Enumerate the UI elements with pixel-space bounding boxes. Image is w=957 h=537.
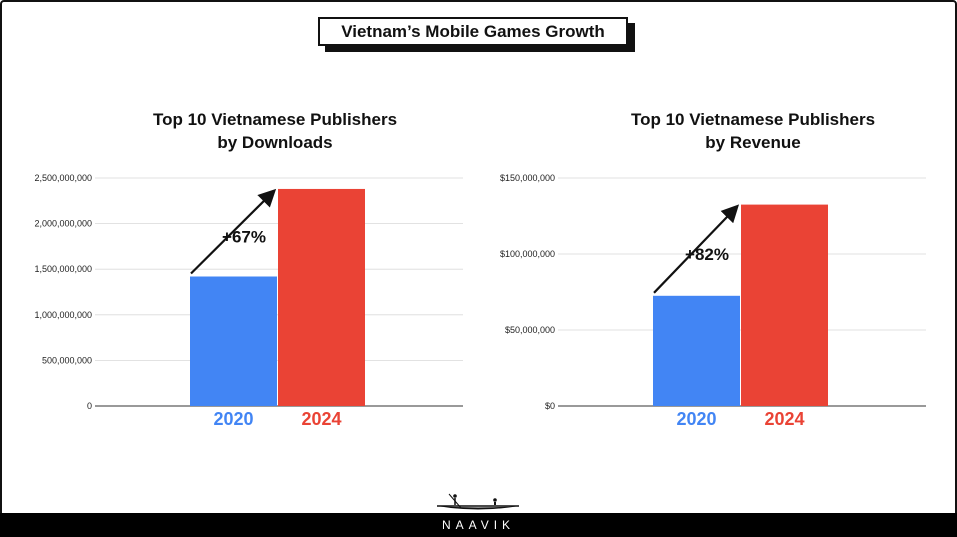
revenue-growth-arrow <box>653 204 740 294</box>
downloads-ytick-label: 1,000,000,000 <box>34 310 92 320</box>
revenue-bar-2020 <box>653 295 740 406</box>
revenue-chart-title-line2: by Revenue <box>705 133 801 152</box>
revenue-ytick-label: $150,000,000 <box>500 173 555 183</box>
downloads-ytick-label: 1,500,000,000 <box>34 264 92 274</box>
downloads-ytick-label: 2,500,000,000 <box>34 173 92 183</box>
downloads-growth-arrow <box>190 188 277 275</box>
revenue-chart: Top 10 Vietnamese Publishers by Revenue … <box>478 108 948 438</box>
naavik-boat-logo <box>437 493 519 510</box>
downloads-ytick-label: 0 <box>87 401 92 411</box>
revenue-category-label-2024: 2024 <box>764 409 804 429</box>
downloads-bar-2020 <box>190 276 277 406</box>
revenue-ytick-label: $0 <box>545 401 555 411</box>
downloads-chart: Top 10 Vietnamese Publishers by Download… <box>0 108 470 438</box>
main-title: Vietnam’s Mobile Games Growth <box>318 17 628 46</box>
downloads-chart-title: Top 10 Vietnamese Publishers by Download… <box>125 108 425 154</box>
revenue-category-label-2020: 2020 <box>676 409 716 429</box>
downloads-ytick-label: 2,000,000,000 <box>34 219 92 229</box>
downloads-category-label-2020: 2020 <box>213 409 253 429</box>
revenue-chart-title-line1: Top 10 Vietnamese Publishers <box>630 110 876 129</box>
downloads-chart-title-line2: by Downloads <box>217 133 333 152</box>
downloads-growth-label: +67% <box>222 228 266 247</box>
footer-brand: NAAVIK <box>0 513 957 537</box>
downloads-chart-title-line1: Top 10 Vietnamese Publishers <box>152 110 398 129</box>
revenue-chart-title: Top 10 Vietnamese Publishers by Revenue <box>603 108 903 154</box>
main-title-box: Vietnam’s Mobile Games Growth <box>318 17 637 52</box>
downloads-chart-plot: 0 500,000,000 1,000,000,000 1,500,000,000 2,… <box>34 173 463 429</box>
revenue-growth-label: +82% <box>685 245 729 264</box>
downloads-ytick-label: 500,000,000 <box>42 355 92 365</box>
revenue-bar-2024 <box>741 204 828 406</box>
revenue-ytick-label: $50,000,000 <box>505 325 555 335</box>
downloads-category-label-2024: 2024 <box>301 409 341 429</box>
downloads-bar-2024 <box>278 188 365 406</box>
revenue-ytick-label: $100,000,000 <box>500 249 555 259</box>
revenue-chart-plot: $0 $50,000,000 $100,000,000 $150,000,000 202… <box>500 173 926 429</box>
